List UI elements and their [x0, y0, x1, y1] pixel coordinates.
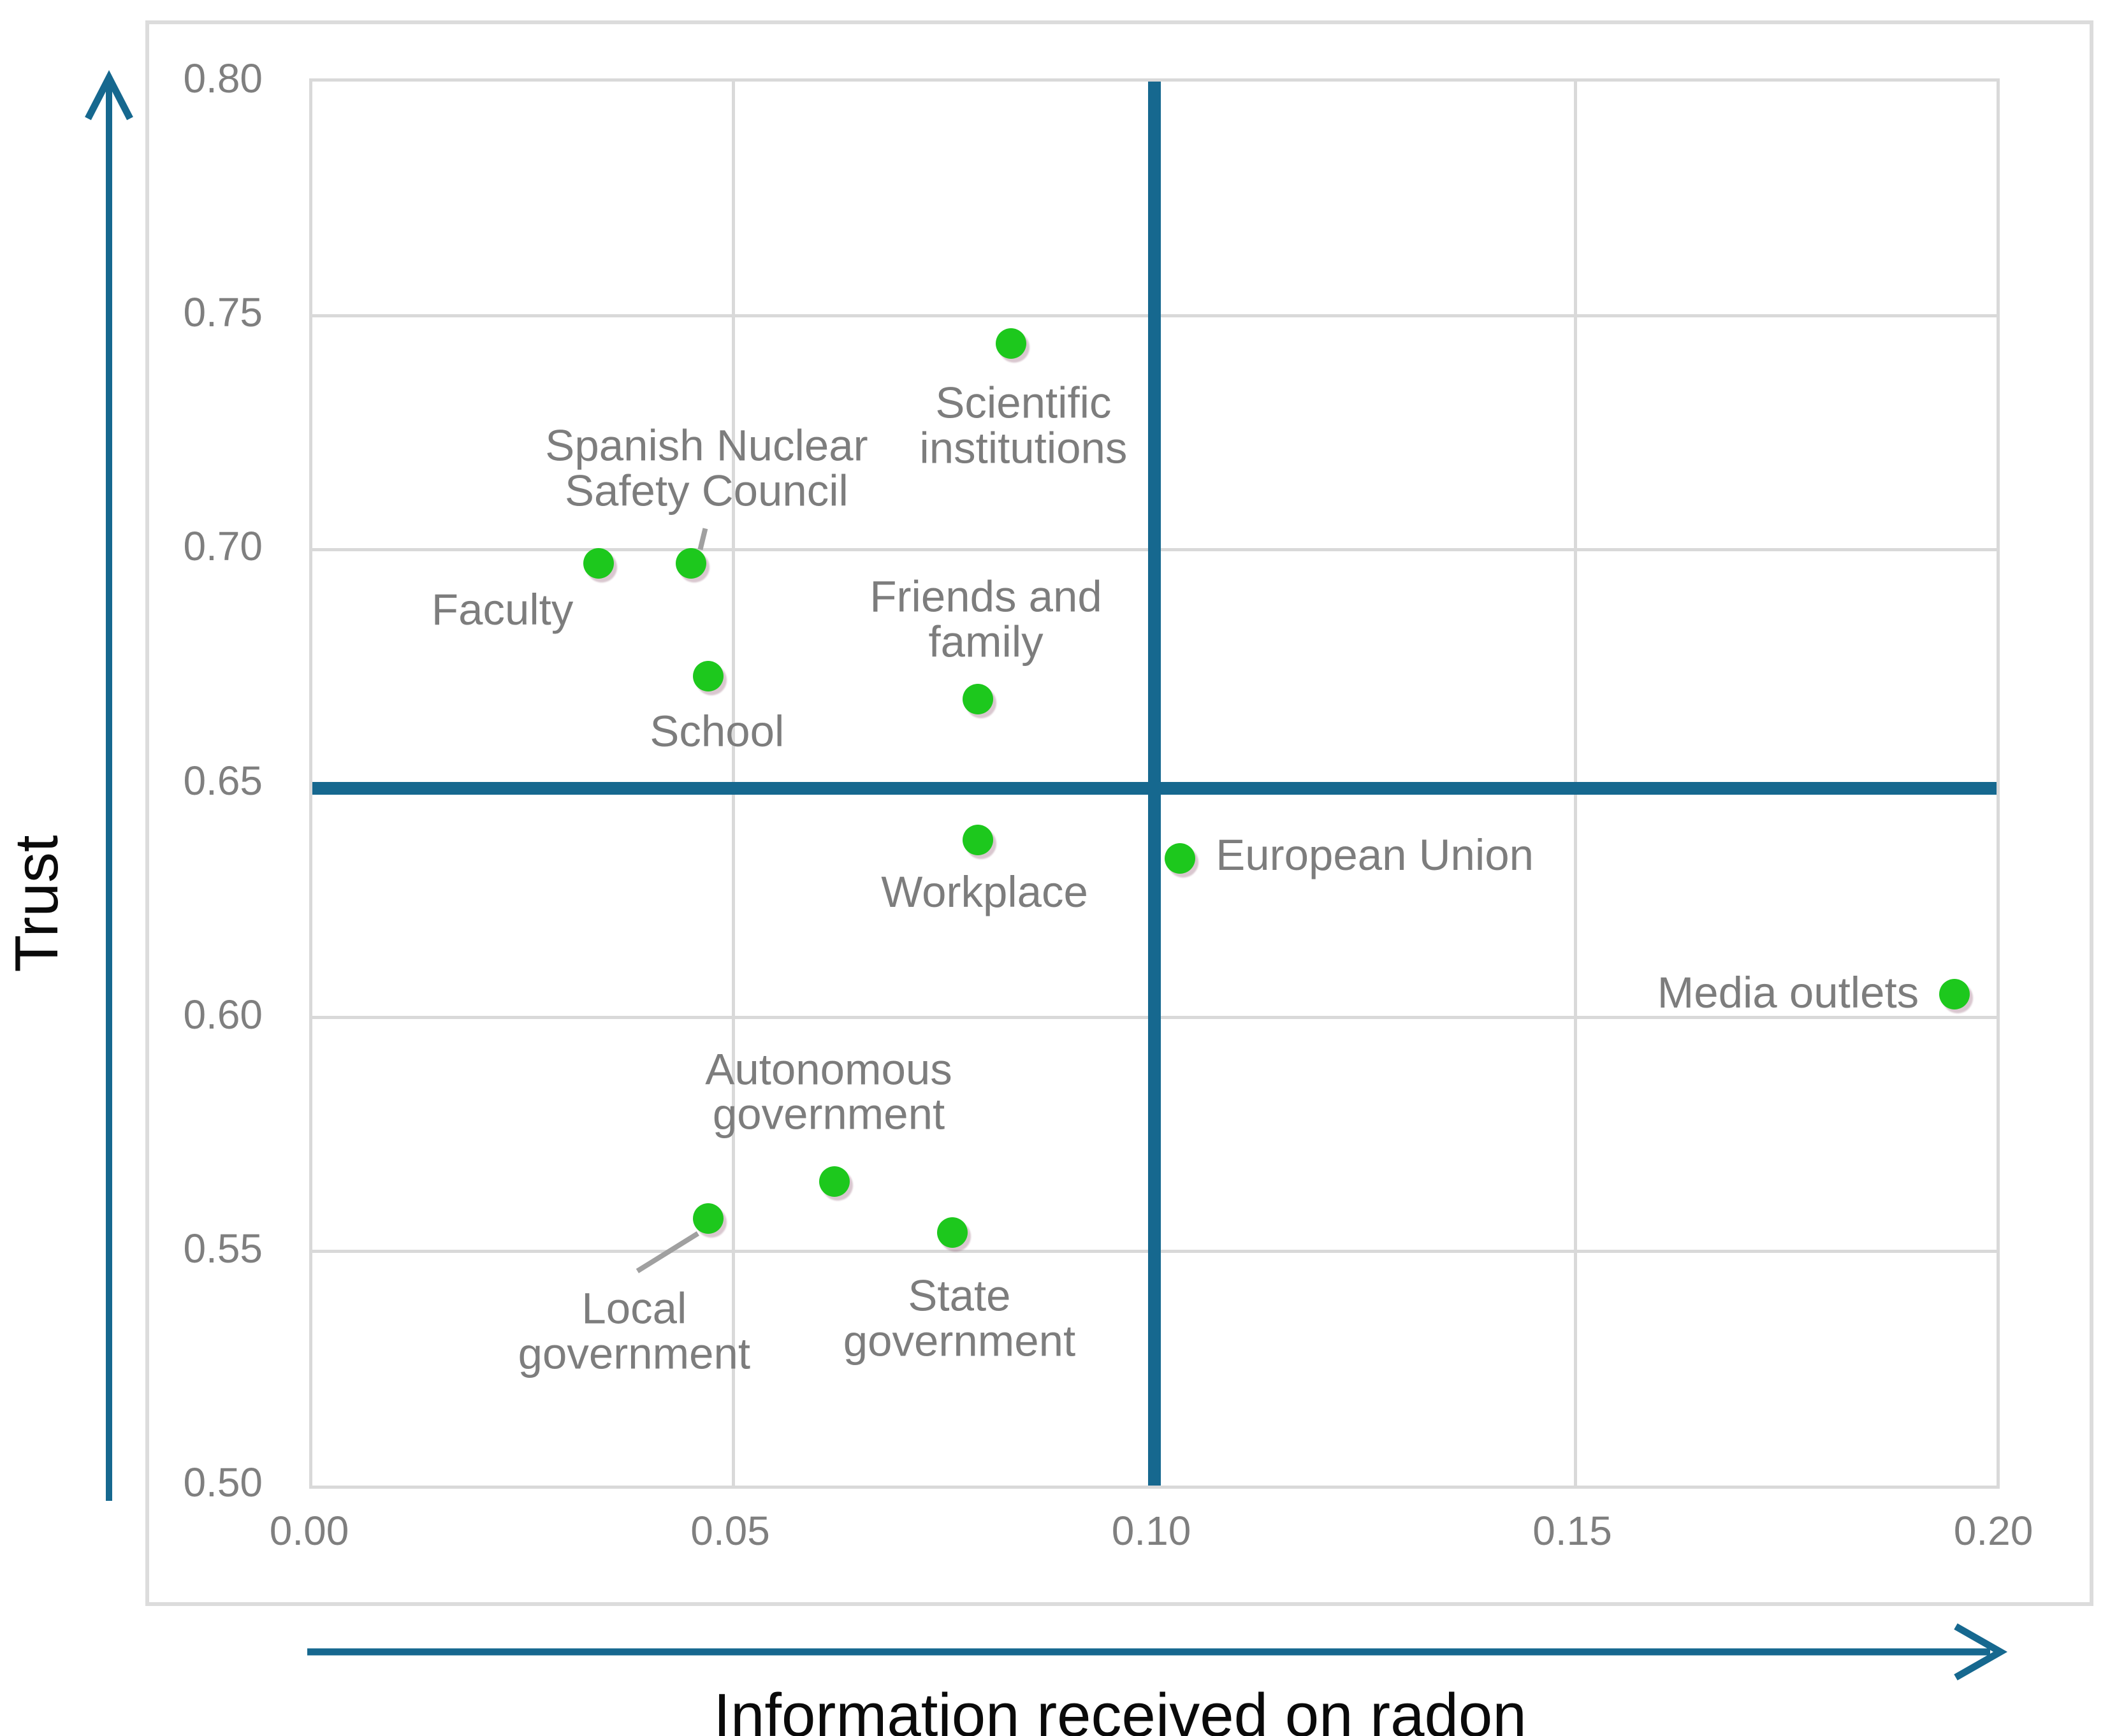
x-tick-label: 0.05 — [690, 1508, 770, 1554]
data-point-scientific-institutions[interactable] — [996, 328, 1027, 359]
point-label-autonomous-government: Autonomous government — [705, 1045, 952, 1139]
y-tick-label: 0.65 — [183, 757, 263, 804]
point-label-faculty: Faculty — [431, 585, 574, 635]
y-tick-label: 0.50 — [183, 1459, 263, 1505]
x-tick-label: 0.00 — [269, 1508, 349, 1554]
y-tick-label: 0.70 — [183, 523, 263, 570]
data-point-friends-and-family[interactable] — [962, 684, 993, 715]
figure-panel — [145, 20, 2093, 1606]
data-point-faculty[interactable] — [583, 548, 615, 579]
data-point-local-government[interactable] — [692, 1203, 724, 1234]
label-leader-line — [697, 528, 708, 551]
data-point-autonomous-government[interactable] — [819, 1166, 850, 1197]
x-tick-label: 0.10 — [1111, 1508, 1191, 1554]
data-point-spanish-nuclear-safety-council[interactable] — [676, 548, 707, 579]
data-point-school[interactable] — [692, 660, 724, 691]
point-label-school: School — [650, 706, 785, 756]
point-label-european-union: European Union — [1216, 830, 1534, 879]
y-tick-label: 0.80 — [183, 55, 263, 101]
data-point-state-government[interactable] — [936, 1217, 968, 1248]
y-tick-label: 0.75 — [183, 289, 263, 336]
point-label-friends-and-family: Friends and family — [869, 572, 1102, 667]
point-label-spanish-nuclear-safety-council: Spanish Nuclear Safety Council — [545, 421, 868, 516]
x-axis-title: Information received on radon — [713, 1681, 1527, 1736]
data-point-workplace[interactable] — [962, 824, 993, 855]
y-axis-title: Trust — [3, 835, 71, 973]
x-tick-label: 0.15 — [1532, 1508, 1612, 1554]
x-tick-label: 0.20 — [1953, 1508, 2034, 1554]
plot-area: Scientific institutions Spanish Nuclear Saf… — [309, 78, 2000, 1489]
point-label-workplace: Workplace — [881, 867, 1088, 916]
data-point-media-outlets[interactable] — [1939, 978, 1970, 1009]
point-label-local-government: Local government — [518, 1284, 751, 1378]
y-tick-label: 0.55 — [183, 1225, 263, 1271]
data-point-european-union[interactable] — [1164, 843, 1195, 874]
point-label-scientific-institutions: Scientific institutions — [919, 378, 1128, 473]
crosshair-horizontal-line — [312, 781, 1997, 795]
point-label-state-government: State government — [843, 1271, 1076, 1366]
y-tick-label: 0.60 — [183, 991, 263, 1038]
point-label-media-outlets: Media outlets — [1657, 967, 1919, 1017]
